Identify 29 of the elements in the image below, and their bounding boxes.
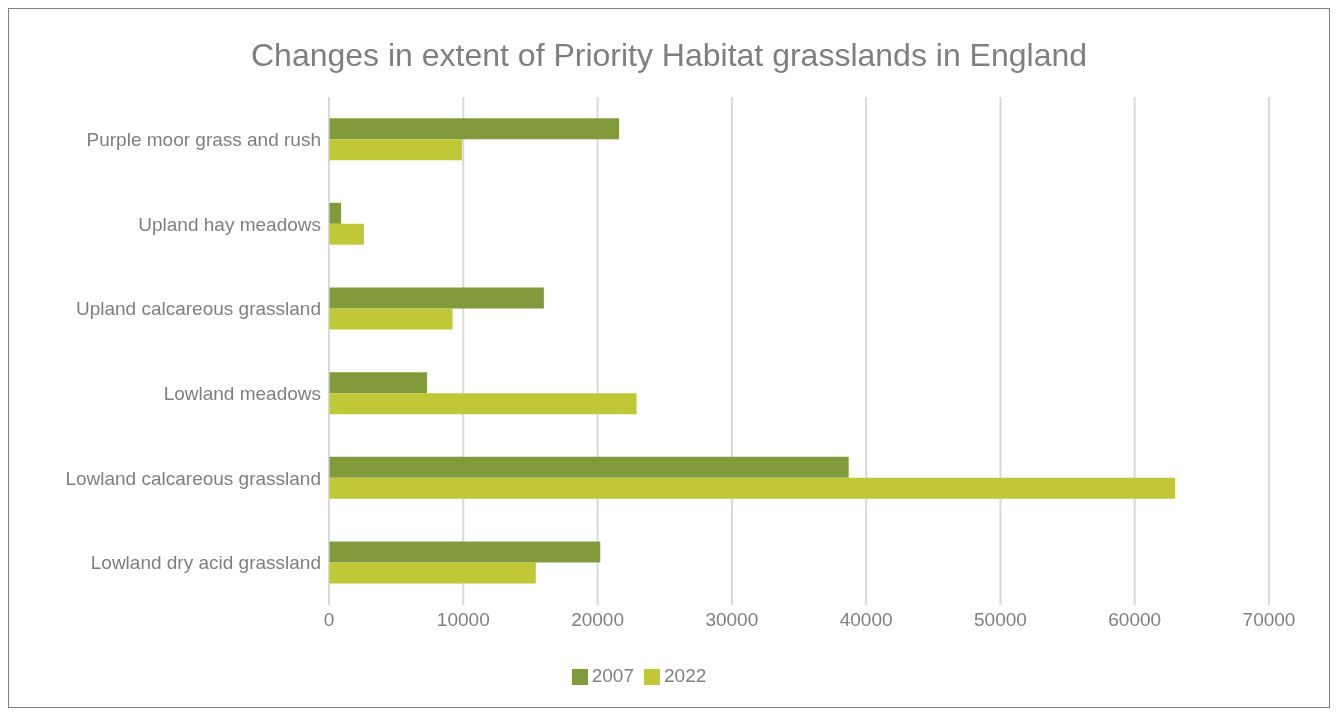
- legend-label: 2007: [591, 665, 634, 686]
- legend-label: 2022: [664, 665, 707, 686]
- bar: [329, 308, 453, 330]
- x-tick-label: 60000: [1108, 609, 1162, 631]
- x-tick-label: 70000: [1242, 609, 1296, 631]
- bar: [329, 562, 536, 584]
- chart-title: Changes in extent of Priority Habitat grasslands in England: [250, 37, 1088, 75]
- x-tick-label: 50000: [974, 609, 1027, 631]
- x-tick-label: 30000: [705, 609, 759, 631]
- bar: [329, 372, 428, 394]
- bar: [329, 139, 462, 161]
- x-tick-label: 10000: [436, 609, 490, 631]
- bar: [329, 541, 601, 563]
- y-tick-label: Upland calcareous grassland: [75, 298, 321, 320]
- bar: [329, 287, 544, 309]
- bar: [329, 477, 1175, 499]
- bar: [329, 393, 637, 415]
- y-tick-label: Lowland meadows: [163, 383, 321, 405]
- x-tick-label: 40000: [839, 609, 893, 631]
- y-tick-label: Upland hay meadows: [138, 213, 321, 235]
- y-tick-label: Lowland dry acid grassland: [90, 552, 321, 574]
- y-tick-label: Lowland calcareous grassland: [65, 467, 321, 489]
- x-tick-label: 0: [323, 609, 335, 631]
- y-tick-label: Purple moor grass and rush: [86, 129, 321, 151]
- x-tick-label: 20000: [571, 609, 624, 631]
- bar: [329, 223, 364, 245]
- bar: [329, 118, 620, 140]
- bar: [329, 456, 849, 478]
- bar: [329, 202, 342, 224]
